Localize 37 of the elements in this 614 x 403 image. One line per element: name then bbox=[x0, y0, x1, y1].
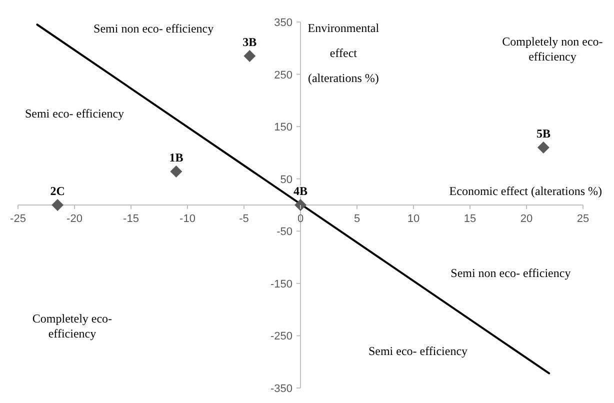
x-tick-label: 15 bbox=[464, 213, 476, 225]
series-label: 5B bbox=[536, 126, 550, 140]
annotation: Semi non eco- efficiency bbox=[450, 266, 571, 280]
point bbox=[294, 199, 306, 211]
y-tick-label: 250 bbox=[274, 69, 292, 82]
point bbox=[537, 141, 550, 154]
y-tick-label: -150 bbox=[270, 278, 292, 290]
annotation: Completely non eco- efficiency bbox=[502, 34, 603, 64]
annotation: Semi eco- efficiency bbox=[24, 106, 124, 121]
x-tick-label: -25 bbox=[10, 213, 26, 225]
y-tick-label: 150 bbox=[274, 122, 292, 134]
annotation: Semi eco- efficiency bbox=[368, 344, 468, 358]
x-tick-label: -5 bbox=[239, 213, 249, 225]
series-label: 3B bbox=[242, 34, 257, 49]
series-label: 4B bbox=[293, 184, 308, 198]
point bbox=[170, 166, 182, 178]
y-tick-label: 350 bbox=[274, 17, 292, 29]
series-label: 2C bbox=[50, 184, 65, 198]
x-tick-label: 20 bbox=[520, 213, 533, 225]
annotation: Semi non eco- efficiency bbox=[94, 21, 214, 36]
x-tick-label: -15 bbox=[123, 213, 139, 225]
series-label: 1B bbox=[169, 150, 184, 165]
y-tick-label: -350 bbox=[270, 383, 292, 395]
x-tick-label: 10 bbox=[407, 213, 420, 225]
y-axis-title: Environmental effect (alterations %) bbox=[308, 21, 380, 85]
x-axis-title: Economic effect (alterations %) bbox=[449, 184, 602, 198]
annotation: Completely eco- efficiency bbox=[32, 312, 112, 341]
y-tick-label: -50 bbox=[276, 226, 292, 238]
x-tick-label: -20 bbox=[66, 213, 82, 225]
x-tick-label: 25 bbox=[576, 213, 590, 225]
point bbox=[244, 50, 256, 62]
x-tick-label: 0 bbox=[297, 213, 304, 225]
y-tick-label: -250 bbox=[270, 330, 292, 343]
point bbox=[52, 199, 64, 211]
y-tick-label: 50 bbox=[280, 174, 292, 186]
x-tick-label: -10 bbox=[180, 213, 196, 225]
x-tick-label: 5 bbox=[354, 213, 360, 225]
